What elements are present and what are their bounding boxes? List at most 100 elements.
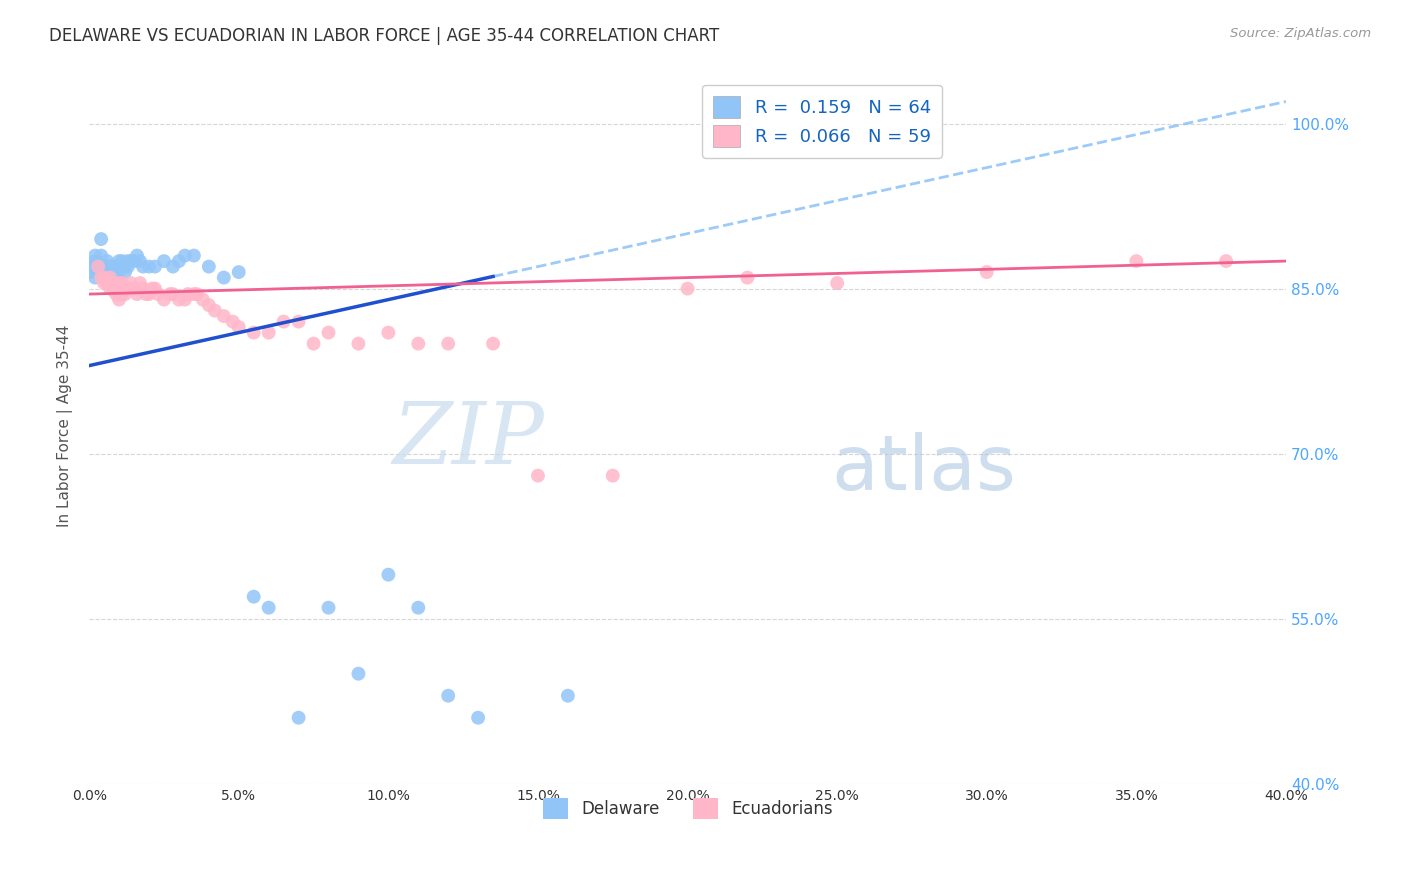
Point bbox=[84, 254, 107, 268]
Point bbox=[467, 711, 489, 725]
Legend: Delaware, Ecuadorians: Delaware, Ecuadorians bbox=[536, 792, 839, 825]
Point bbox=[204, 303, 226, 318]
Point bbox=[186, 287, 208, 301]
Point bbox=[406, 336, 429, 351]
Point bbox=[108, 260, 131, 274]
Point bbox=[101, 265, 124, 279]
Point bbox=[96, 260, 118, 274]
Point bbox=[122, 254, 145, 268]
Point bbox=[198, 298, 221, 312]
Point bbox=[141, 282, 163, 296]
Point bbox=[111, 287, 134, 301]
Point bbox=[825, 276, 848, 290]
Point bbox=[105, 270, 128, 285]
Point bbox=[98, 270, 121, 285]
Point bbox=[138, 287, 160, 301]
Point bbox=[222, 315, 245, 329]
Point bbox=[174, 293, 197, 307]
Point bbox=[437, 689, 460, 703]
Point bbox=[1215, 254, 1237, 268]
Point bbox=[98, 282, 121, 296]
Point bbox=[347, 666, 370, 681]
Point bbox=[257, 600, 280, 615]
Point bbox=[159, 287, 181, 301]
Point bbox=[114, 287, 136, 301]
Point bbox=[101, 282, 124, 296]
Point bbox=[90, 232, 112, 246]
Point bbox=[125, 287, 148, 301]
Text: Source: ZipAtlas.com: Source: ZipAtlas.com bbox=[1230, 27, 1371, 40]
Point bbox=[96, 254, 118, 268]
Point bbox=[93, 260, 115, 274]
Point bbox=[527, 468, 550, 483]
Point bbox=[737, 270, 759, 285]
Point bbox=[114, 260, 136, 274]
Point bbox=[87, 260, 110, 274]
Point bbox=[84, 249, 107, 263]
Point bbox=[162, 260, 184, 274]
Point bbox=[167, 293, 190, 307]
Point bbox=[84, 270, 107, 285]
Point bbox=[117, 254, 139, 268]
Point bbox=[287, 315, 309, 329]
Point bbox=[257, 326, 280, 340]
Point bbox=[120, 276, 142, 290]
Point bbox=[105, 270, 128, 285]
Point bbox=[129, 254, 152, 268]
Point bbox=[318, 600, 340, 615]
Point bbox=[93, 260, 115, 274]
Point bbox=[105, 260, 128, 274]
Y-axis label: In Labor Force | Age 35-44: In Labor Force | Age 35-44 bbox=[58, 325, 73, 527]
Point bbox=[125, 249, 148, 263]
Point bbox=[90, 249, 112, 263]
Point bbox=[108, 276, 131, 290]
Point bbox=[122, 282, 145, 296]
Point bbox=[129, 276, 152, 290]
Point bbox=[347, 336, 370, 351]
Point bbox=[273, 315, 295, 329]
Point bbox=[87, 265, 110, 279]
Point bbox=[93, 260, 115, 274]
Point bbox=[101, 260, 124, 274]
Point bbox=[228, 320, 250, 334]
Point bbox=[183, 287, 205, 301]
Point bbox=[242, 590, 264, 604]
Point bbox=[108, 265, 131, 279]
Point bbox=[482, 336, 505, 351]
Point bbox=[96, 276, 118, 290]
Point bbox=[101, 265, 124, 279]
Point bbox=[87, 260, 110, 274]
Text: DELAWARE VS ECUADORIAN IN LABOR FORCE | AGE 35-44 CORRELATION CHART: DELAWARE VS ECUADORIAN IN LABOR FORCE | … bbox=[49, 27, 720, 45]
Point bbox=[143, 282, 166, 296]
Point bbox=[117, 282, 139, 296]
Text: ZIP: ZIP bbox=[392, 399, 544, 482]
Point bbox=[287, 711, 309, 725]
Point bbox=[377, 326, 399, 340]
Point bbox=[87, 260, 110, 274]
Point bbox=[108, 260, 131, 274]
Point bbox=[242, 326, 264, 340]
Point bbox=[105, 287, 128, 301]
Point bbox=[114, 265, 136, 279]
Point bbox=[117, 260, 139, 274]
Point bbox=[212, 309, 235, 323]
Point bbox=[98, 265, 121, 279]
Point bbox=[82, 260, 104, 274]
Point bbox=[98, 260, 121, 274]
Point bbox=[1125, 254, 1147, 268]
Point bbox=[191, 293, 214, 307]
Point bbox=[146, 287, 169, 301]
Point bbox=[108, 293, 131, 307]
Point bbox=[90, 270, 112, 285]
Point bbox=[111, 254, 134, 268]
Point bbox=[138, 260, 160, 274]
Point bbox=[98, 260, 121, 274]
Point bbox=[108, 254, 131, 268]
Point bbox=[132, 282, 155, 296]
Point bbox=[93, 270, 115, 285]
Point bbox=[557, 689, 579, 703]
Point bbox=[167, 254, 190, 268]
Point bbox=[153, 254, 176, 268]
Point bbox=[90, 260, 112, 274]
Point bbox=[143, 260, 166, 274]
